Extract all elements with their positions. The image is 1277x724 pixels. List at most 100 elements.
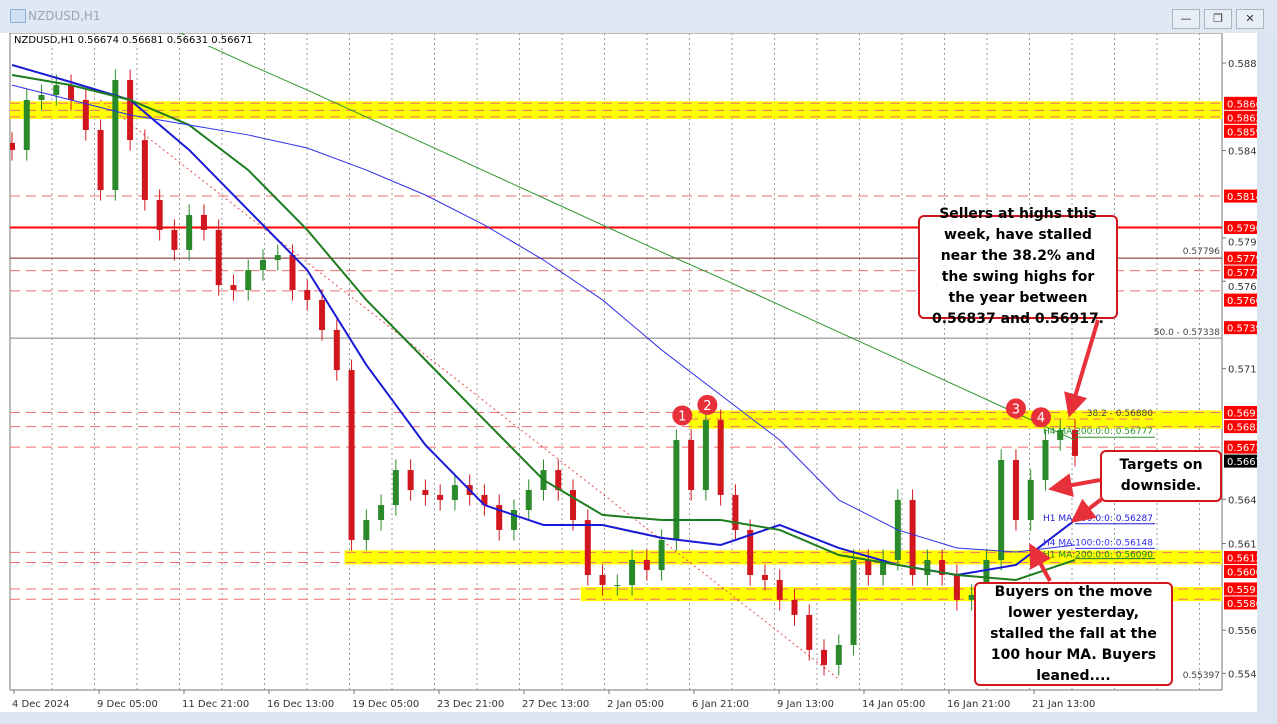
candle-body — [259, 260, 266, 271]
candle-body — [673, 440, 680, 541]
candle-body — [437, 494, 444, 500]
callout-targets: Targets on downside. — [1100, 450, 1222, 502]
candle-body — [156, 199, 163, 230]
y-tick-label: 0.55440 — [1228, 669, 1269, 680]
x-tick-label: 2 Jan 05:00 — [607, 699, 664, 710]
candle-body — [1057, 429, 1064, 441]
callout-buyers: Buyers on the move lower yesterday, stal… — [974, 582, 1173, 686]
x-tick-label: 11 Dec 21:00 — [182, 699, 249, 710]
candle-body — [968, 594, 975, 600]
candle-body — [1012, 459, 1019, 521]
candle-body — [525, 490, 532, 510]
price-level-tag-text: 0.58590 — [1227, 127, 1268, 138]
candle-body — [643, 559, 650, 571]
y-tick-label: 0.56425 — [1228, 495, 1269, 506]
candle-body — [141, 140, 148, 200]
swing-high-marker — [697, 394, 718, 415]
price-level-tag-text: 0.57397 — [1227, 324, 1268, 335]
candle-body — [496, 505, 503, 530]
candle-body — [1027, 479, 1034, 521]
minimize-button[interactable]: — — [1172, 9, 1200, 29]
candle-body — [274, 255, 281, 261]
candle-body — [865, 559, 872, 575]
candle-body — [555, 470, 562, 491]
moving-average-label: H4 MA:100:0:0: 0.56148 — [1043, 538, 1153, 548]
candle-body — [333, 329, 340, 371]
candle-body — [510, 509, 517, 530]
x-tick-label: 9 Dec 05:00 — [97, 699, 158, 710]
candle-body — [880, 559, 887, 575]
x-tick-label: 19 Dec 05:00 — [352, 699, 419, 710]
candle-body — [761, 574, 768, 580]
price-level-tag-text: 0.58142 — [1227, 192, 1268, 203]
close-button[interactable]: ✕ — [1236, 9, 1264, 29]
candle-body — [230, 285, 237, 291]
moving-average-label: H4 MA:200:0:0: 0.56777 — [1043, 427, 1153, 437]
y-tick-label: 0.57660 — [1228, 282, 1269, 293]
candle-body — [939, 559, 946, 575]
y-tick-label: 0.57905 — [1228, 238, 1269, 249]
candle-body — [38, 95, 45, 100]
symbol-legend: NZDUSD,H1 0.56674 0.56681 0.56631 0.5667… — [14, 35, 253, 46]
candle-body — [747, 529, 754, 575]
candle-body — [835, 644, 842, 665]
candle-body — [924, 559, 931, 575]
chart-window-icon — [10, 9, 26, 23]
x-tick-label: 4 Dec 2024 — [12, 699, 70, 710]
x-tick-label: 23 Dec 21:00 — [437, 699, 504, 710]
candle-body — [570, 490, 577, 521]
restore-button[interactable]: ❐ — [1204, 9, 1232, 29]
price-level-tag-text: 0.56837 — [1227, 423, 1268, 434]
y-tick-label: 0.58400 — [1228, 146, 1269, 157]
x-tick-label: 27 Dec 13:00 — [522, 699, 589, 710]
callout-sellers: Sellers at highs this week, have stalled… — [918, 206, 1118, 327]
candle-body — [422, 490, 429, 495]
candle-body — [629, 559, 636, 586]
current-price-tag-text: 0.56671 — [1227, 457, 1268, 468]
candle-body — [953, 574, 960, 600]
price-level-tag-text: 0.58667 — [1227, 99, 1268, 110]
candle-body — [97, 129, 104, 191]
swing-high-marker — [1031, 407, 1052, 428]
x-tick-label: 16 Jan 21:00 — [947, 699, 1010, 710]
candle-body — [717, 420, 724, 495]
swing-high-number: 2 — [703, 399, 711, 414]
x-tick-label: 9 Jan 13:00 — [777, 699, 834, 710]
candle-body — [112, 79, 119, 191]
y-tick-label: 0.58895 — [1228, 59, 1269, 70]
moving-average-label: H1 MA:100:0:0: 0.56287 — [1043, 514, 1153, 524]
price-level-tag-text: 0.56125 — [1227, 554, 1268, 565]
candle-body — [909, 499, 916, 575]
candle-body — [791, 599, 798, 615]
candle-body — [688, 440, 695, 491]
fib-level-label: 0.57796 — [1183, 247, 1220, 257]
x-tick-label: 21 Jan 13:00 — [1032, 699, 1095, 710]
candle-body — [658, 540, 665, 571]
candle-body — [186, 214, 193, 250]
price-level-tag-text: 0.57791 — [1227, 254, 1268, 265]
swing-high-marker — [672, 405, 693, 426]
candle-body — [200, 214, 207, 230]
swing-high-number: 4 — [1037, 411, 1045, 426]
swing-high-marker — [1005, 398, 1026, 419]
candle-body — [82, 99, 89, 130]
y-tick-label: 0.55685 — [1228, 626, 1269, 637]
candle-body — [584, 520, 591, 575]
candle-body — [171, 229, 178, 250]
candle-body — [245, 270, 252, 291]
window-frame-bottom — [0, 712, 1257, 724]
window-title-bar: NZDUSD,H1 — ❐ ✕ — [0, 0, 1277, 33]
candle-body — [776, 579, 783, 600]
y-tick-label: 0.56175 — [1228, 540, 1269, 551]
price-level-tag-text: 0.57605 — [1227, 296, 1268, 307]
candle-body — [702, 420, 709, 491]
candle-body — [407, 470, 414, 491]
candle-body — [481, 494, 488, 506]
price-level-tag-text: 0.56068 — [1227, 568, 1268, 579]
candle-body — [289, 255, 296, 291]
price-level-tag-text: 0.57964 — [1227, 224, 1268, 235]
x-tick-label: 16 Dec 13:00 — [267, 699, 334, 710]
moving-average-line — [11, 84, 1076, 553]
candle-body — [53, 85, 60, 96]
candle-body — [378, 505, 385, 521]
